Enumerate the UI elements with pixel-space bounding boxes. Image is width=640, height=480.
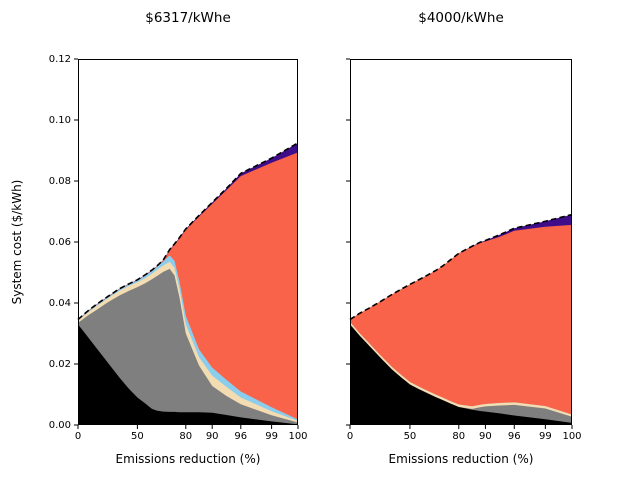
x-tick-label: 50 [403, 431, 417, 442]
area-gray [78, 268, 298, 425]
area-orange [350, 224, 572, 425]
total-cost-dashed-line [349, 213, 573, 321]
x-tick-label: 0 [346, 431, 354, 442]
x-tick-label: 90 [205, 431, 219, 442]
x-tick-label: 99 [265, 431, 278, 442]
left-x-axis-label: Emissions reduction (%) [115, 452, 261, 466]
axes-spines [350, 59, 572, 425]
x-tick-label: 80 [452, 431, 466, 442]
y-axis-label: System cost ($/kWh) [10, 179, 24, 305]
right-plot-area [346, 58, 573, 429]
y-tick-label: 0.08 [48, 175, 71, 187]
x-tick-label: 100 [288, 431, 308, 442]
axes-spines [78, 59, 298, 425]
x-tick-label: 0 [74, 431, 82, 442]
y-tick-label: 0.06 [48, 236, 71, 248]
y-tick-label: 0.12 [48, 53, 71, 65]
y-tick-label: 0.02 [48, 358, 71, 370]
x-tick-label: 96 [234, 431, 248, 442]
y-tick-label: 0.00 [48, 419, 71, 431]
area-black [78, 324, 298, 425]
left-plot-title: $6317/kWhe [145, 10, 231, 26]
total-cost-dashed-line [77, 142, 299, 321]
left-plot-area [74, 58, 299, 429]
right-plot-title: $4000/kWhe [418, 10, 504, 26]
y-tick-label: 0.10 [48, 114, 71, 126]
x-tick-label: 99 [538, 431, 552, 442]
area-black [350, 324, 572, 425]
y-tick-label: 0.04 [48, 297, 71, 309]
x-tick-label: 50 [131, 431, 144, 442]
x-tick-label: 96 [507, 431, 521, 442]
right-x-axis-label: Emissions reduction (%) [388, 452, 534, 466]
x-tick-label: 100 [562, 431, 582, 442]
x-tick-label: 90 [479, 431, 492, 442]
x-tick-label: 80 [179, 431, 193, 442]
